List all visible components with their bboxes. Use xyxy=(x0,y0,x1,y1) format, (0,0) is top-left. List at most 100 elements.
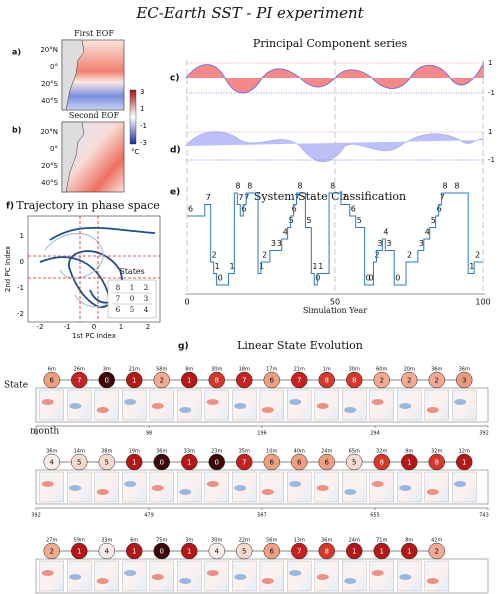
sst-thumbnail xyxy=(287,560,312,592)
state-circle xyxy=(346,371,363,389)
state-circle xyxy=(318,371,335,389)
state-number: 7 xyxy=(242,459,246,467)
panel-label: a) xyxy=(12,48,21,57)
state-number: 0 xyxy=(160,548,164,556)
sst-anomaly xyxy=(261,578,274,584)
state-label: 2 xyxy=(407,251,412,260)
duration-label: 35m xyxy=(239,449,250,455)
state-label: 7 xyxy=(206,193,211,202)
sst-anomaly xyxy=(124,399,137,405)
axis-label: Simulation Year xyxy=(303,306,367,315)
sst-anomaly xyxy=(454,481,467,487)
state-number: 8 xyxy=(325,548,329,556)
sst-anomaly xyxy=(371,481,384,487)
state-label: 5 xyxy=(431,216,436,225)
state-number: 0 xyxy=(105,377,109,385)
state-label: 6 xyxy=(188,205,193,214)
duration-label: 32m xyxy=(431,449,442,455)
state-number: 7 xyxy=(297,548,301,556)
sst-anomaly xyxy=(151,403,164,409)
state-number: 1 xyxy=(187,548,191,556)
state-circle xyxy=(291,542,308,560)
reference-label: 1 xyxy=(488,59,492,67)
state-circle xyxy=(98,453,115,471)
state-label: 8 xyxy=(247,182,252,191)
state-number: 5 xyxy=(242,548,246,556)
time-tick-label: 0 xyxy=(34,431,37,437)
state-circle xyxy=(126,453,143,471)
reference-label: -1 xyxy=(488,89,495,97)
duration-label: 21m xyxy=(129,367,140,373)
sst-thumbnail xyxy=(177,560,202,592)
sst-thumbnail xyxy=(259,560,284,592)
duration-label: 36m xyxy=(459,367,470,373)
sst-anomaly xyxy=(124,570,137,576)
duration-label: 30m xyxy=(211,367,222,373)
duration-label: 23m xyxy=(211,449,222,455)
panel-label: e) xyxy=(170,188,180,198)
sst-anomaly xyxy=(69,485,82,491)
state-number: 1 xyxy=(132,548,136,556)
sst-anomaly xyxy=(206,570,219,576)
sst-thumbnail xyxy=(122,389,147,421)
state-line xyxy=(187,192,483,286)
state-label: 6 xyxy=(437,205,442,214)
duration-label: 27m xyxy=(46,538,57,544)
state-label: 1 xyxy=(215,262,220,271)
duration-label: 18m xyxy=(239,367,250,373)
duration-label: 8m xyxy=(405,538,413,544)
panel-label: c) xyxy=(170,74,179,84)
state-circle xyxy=(43,453,60,471)
state-label: 7 xyxy=(342,193,347,202)
state-number: 7 xyxy=(297,377,301,385)
state-number: 8 xyxy=(380,459,384,467)
duration-label: 59m xyxy=(74,538,85,544)
state-circle xyxy=(98,542,115,560)
state-label: 0 xyxy=(315,274,320,283)
time-tick-label: 655 xyxy=(370,513,380,519)
state-panel: e) System State Classification Simulatio… xyxy=(170,188,485,315)
state-circle xyxy=(236,453,253,471)
duration-label: 9m xyxy=(405,449,413,455)
lat-label: 20°N xyxy=(40,46,58,54)
x-tick-label: -1 xyxy=(64,323,71,331)
state-number: 2 xyxy=(407,377,411,385)
sst-anomaly xyxy=(289,399,302,405)
sst-anomaly xyxy=(399,403,412,409)
sst-thumbnail xyxy=(177,471,202,503)
time-tick-label: 294 xyxy=(370,431,380,437)
state-label: 5 xyxy=(306,216,311,225)
state-number: 5 xyxy=(105,459,109,467)
state-number: 8 xyxy=(435,459,439,467)
state-circle xyxy=(263,542,280,560)
state-circle xyxy=(208,371,225,389)
sst-anomaly xyxy=(41,570,54,576)
state-circle xyxy=(71,542,88,560)
state-label: 2 xyxy=(374,251,379,260)
y-tick-label: -1 xyxy=(17,284,24,292)
x-tick-label: 0 xyxy=(184,298,189,307)
state-label: 6 xyxy=(241,205,246,214)
land xyxy=(61,121,85,193)
state-number: 2 xyxy=(160,377,164,385)
legend-cell: 5 xyxy=(130,306,134,314)
sst-thumbnail xyxy=(39,560,64,592)
panel-label: g) xyxy=(178,342,189,352)
legend-cell: 1 xyxy=(130,284,134,292)
state-label: 1 xyxy=(259,262,264,271)
state-number: 1 xyxy=(407,459,411,467)
sst-anomaly xyxy=(344,407,357,413)
state-label: 3 xyxy=(271,239,276,248)
state-circle xyxy=(43,542,60,560)
duration-label: 65m xyxy=(349,449,360,455)
sst-anomaly xyxy=(234,574,247,580)
time-tick-label: 392 xyxy=(31,513,41,519)
sst-anomaly xyxy=(179,489,192,495)
duration-label: 60m xyxy=(376,367,387,373)
lat-label: 0° xyxy=(50,145,58,153)
sst-thumbnail xyxy=(424,560,449,592)
state-number: 8 xyxy=(325,377,329,385)
time-tick-label: 479 xyxy=(144,513,154,519)
duration-label: 26m xyxy=(74,367,85,373)
